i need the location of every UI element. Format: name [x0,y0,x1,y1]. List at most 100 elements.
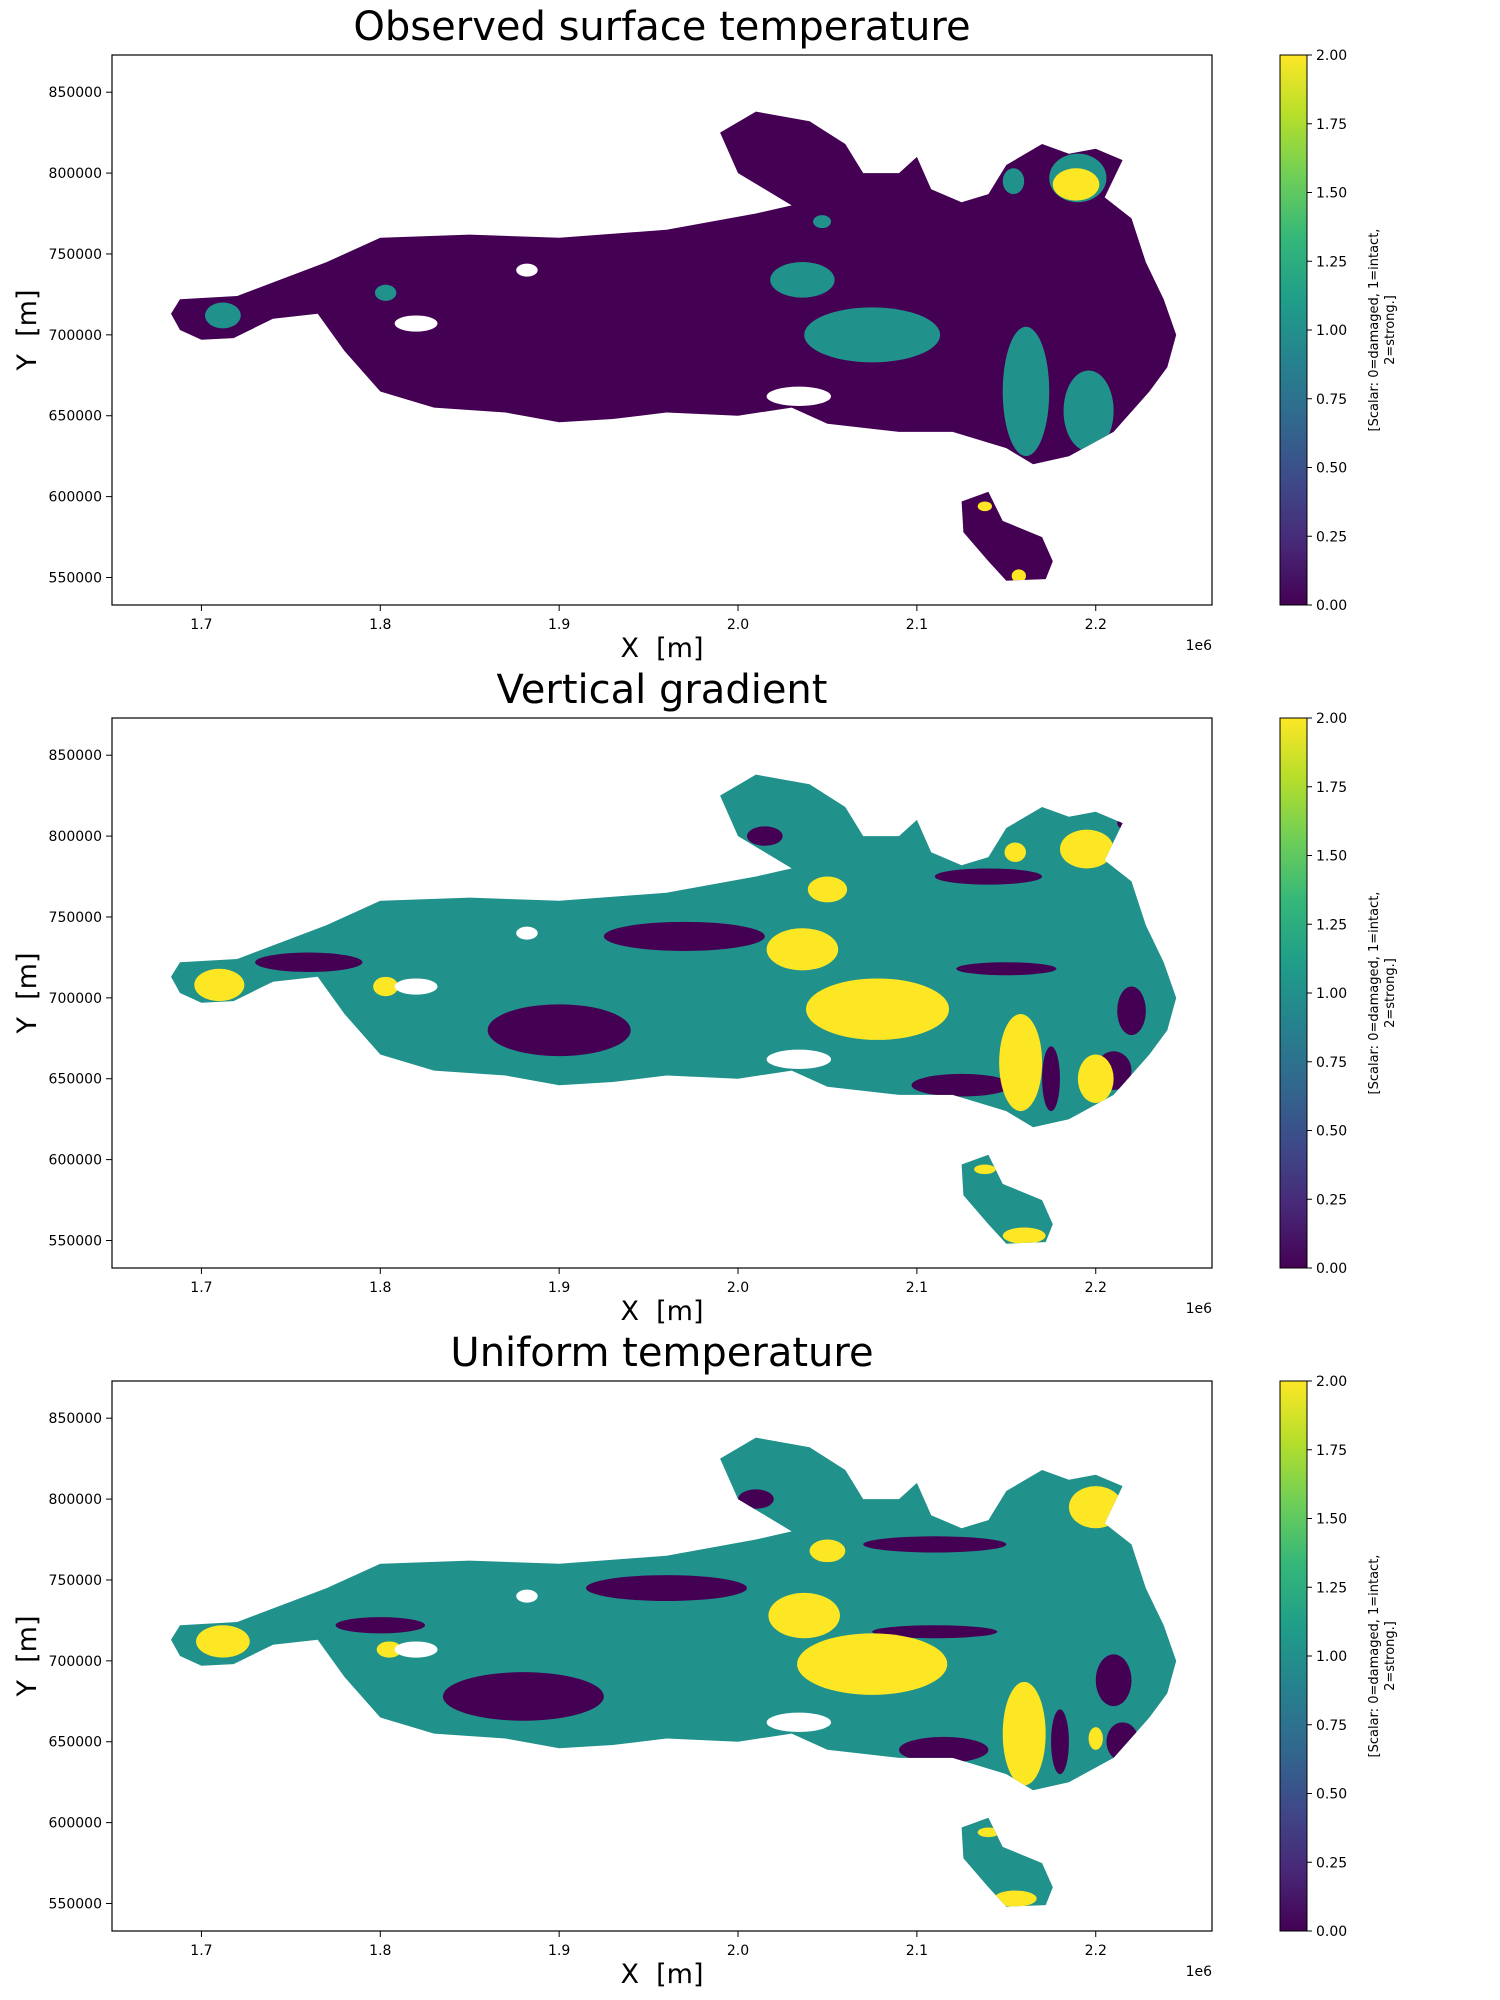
nodata-gap-0 [394,1641,438,1658]
region-11 [766,928,839,971]
region-6 [898,1736,989,1763]
y-tick-label: 850000 [49,1411,102,1427]
region-2 [872,1625,998,1639]
x-tick-label: 1.7 [190,1943,212,1959]
x-offset-label: 1e6 [1186,1301,1213,1317]
axes-frame [111,54,1213,606]
region-3 [863,1536,1007,1553]
y-tick-label: 700000 [49,328,102,344]
y-tick-label: 750000 [49,1573,102,1589]
colorbar [1279,717,1308,1269]
x-axis-label: X [m] [620,1959,703,1990]
x-tick-label: 2.0 [727,617,749,633]
region-14 [1077,1054,1114,1104]
region-19 [373,976,399,997]
y-axis-label: Y [m] [12,1615,43,1697]
x-offset-label: 1e6 [1186,638,1213,654]
nodata-gap-2 [516,1589,538,1603]
chart-title: Observed surface temperature [353,4,970,50]
y-tick-label: 800000 [49,166,102,182]
x-offset-label: 1e6 [1186,1964,1213,1980]
colorbar-tick-label: 2.00 [1316,711,1347,727]
region-13 [1088,1727,1103,1750]
region-16 [807,876,848,903]
x-tick-label: 1.9 [548,1280,570,1296]
y-axis-label: Y [m] [12,289,43,371]
colorbar-tick-label: 0.25 [1316,1192,1347,1208]
colorbar-tick-label: 0.00 [1316,598,1347,614]
y-tick-label: 800000 [49,1492,102,1508]
region-11 [1011,569,1026,581]
y-tick-label: 650000 [49,409,102,425]
y-tick-label: 700000 [49,991,102,1007]
region-12 [805,978,950,1040]
colorbar-tick-label: 0.00 [1316,1261,1347,1277]
region-2 [255,952,363,972]
colorbar-tick-label: 1.50 [1316,186,1347,202]
y-tick-label: 600000 [49,1816,102,1832]
colorbar-label-line-1: [Scalar: 0=damaged, 1=intact, [1367,892,1382,1095]
colorbar-tick-label: 1.75 [1316,1443,1347,1459]
colorbar-tick-label: 2.00 [1316,1374,1347,1390]
x-axis-label: X [m] [620,633,703,664]
region-1 [374,284,397,301]
x-tick-label: 1.7 [190,617,212,633]
region-0 [205,302,241,329]
chart-title: Uniform temperature [450,1330,873,1376]
colorbar-tick-label: 1.00 [1316,1649,1347,1665]
region-7 [1002,168,1025,195]
colorbar-label-line-2: 2=strong.] [1383,295,1398,365]
y-tick-label: 650000 [49,1072,102,1088]
region-9 [335,1617,426,1634]
region-17 [194,968,245,1002]
colorbar-tick-label: 0.00 [1316,1924,1347,1940]
region-8 [738,1489,774,1509]
chart-panel-1: Observed surface temperature 1.7 1.8 1.9 2.0… [12,4,1398,664]
chart-title: Vertical gradient [497,667,828,713]
colorbar-tick-label: 1.50 [1316,849,1347,865]
y-tick-label: 550000 [49,1897,102,1913]
x-tick-label: 1.9 [548,617,570,633]
nodata-gap-0 [394,978,438,995]
x-tick-label: 2.1 [906,1280,928,1296]
y-tick-label: 750000 [49,910,102,926]
colorbar-tick-label: 0.25 [1316,1855,1347,1871]
region-2 [770,262,835,298]
region-20 [977,1827,1000,1838]
x-tick-label: 2.0 [727,1943,749,1959]
y-tick-label: 650000 [49,1735,102,1751]
region-4 [934,868,1043,885]
colorbar-tick-label: 1.25 [1316,917,1347,933]
chart-panel-3: Uniform temperature 1.7 1.8 1.9 2.0 2.1 2.2 1e6… [12,1330,1398,1990]
region-1 [585,1575,747,1601]
colorbar-tick-label: 1.75 [1316,117,1347,133]
region-5 [1063,370,1114,452]
colorbar-tick-label: 1.00 [1316,323,1347,339]
nodata-gap-1 [766,1049,832,1070]
x-tick-label: 1.8 [369,1280,391,1296]
region-7 [911,1073,1012,1097]
colorbar-tick-label: 0.75 [1316,392,1347,408]
colorbar-label-line-2: 2=strong.] [1383,1621,1398,1691]
x-tick-label: 2.1 [906,1943,928,1959]
x-axis-label: X [m] [620,1296,703,1327]
y-tick-label: 550000 [49,571,102,587]
region-8 [746,826,783,846]
region-0 [442,1672,604,1721]
region-16 [196,1625,250,1658]
colorbar-tick-label: 0.50 [1316,1124,1347,1140]
colorbar-tick-label: 0.50 [1316,1787,1347,1803]
y-tick-label: 700000 [49,1654,102,1670]
y-tick-label: 750000 [49,247,102,263]
axes-frame [111,1380,1213,1932]
region-20 [1002,1227,1046,1244]
y-tick-label: 600000 [49,1153,102,1169]
region-12 [1002,1681,1046,1786]
region-11 [797,1633,948,1695]
region-12 [977,501,992,512]
region-10 [768,1592,840,1639]
region-15 [1059,829,1114,869]
colorbar-label-line-1: [Scalar: 0=damaged, 1=intact, [1367,229,1382,432]
region-8 [813,215,832,229]
